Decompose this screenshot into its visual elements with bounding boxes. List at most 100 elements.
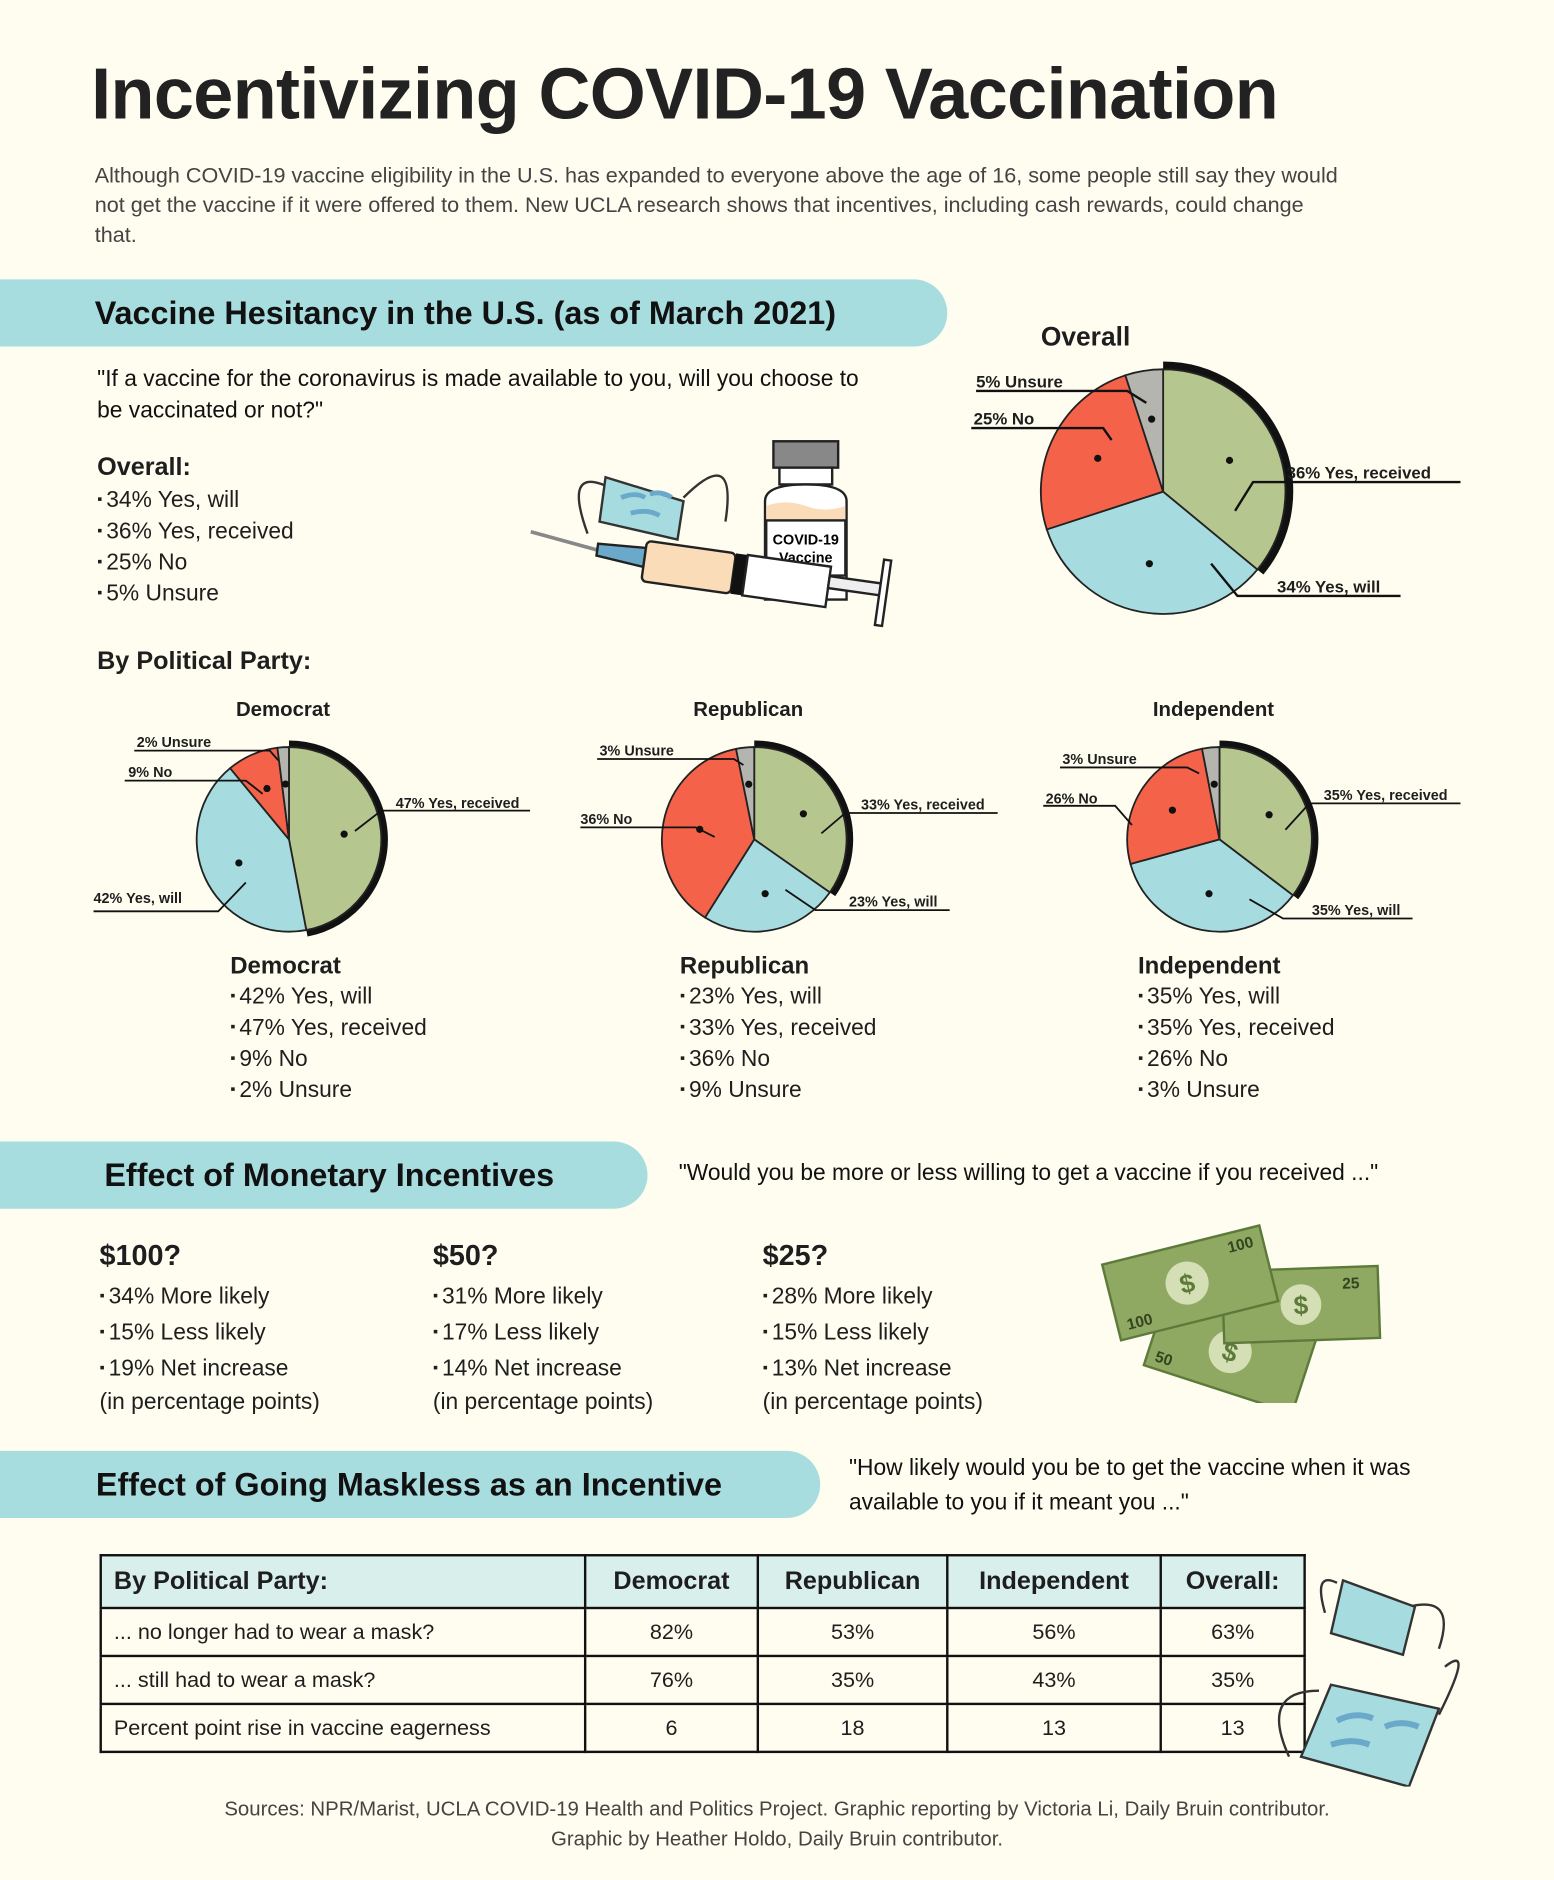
leader-dot xyxy=(1265,811,1273,819)
pie-shadow-arc xyxy=(1219,740,1319,900)
list-item: 36% No xyxy=(680,1043,877,1074)
list-item: 36% Yes, received xyxy=(97,516,293,547)
maskless-question: "How likely would you be to get the vacc… xyxy=(848,1455,1411,1516)
slice-yes-will xyxy=(703,838,832,933)
leader-dot xyxy=(1145,560,1153,568)
list-item: 15% Less likely xyxy=(763,1314,983,1350)
table-cell: ... still had to wear a mask? xyxy=(99,1654,587,1706)
pie-label: 9% No xyxy=(128,763,173,781)
credit-text: Graphic by Heather Holdo, Daily Bruin co… xyxy=(550,1827,1004,1851)
pie-shadow-arc xyxy=(1163,361,1294,575)
face-mask-icon xyxy=(577,474,729,542)
democrat-pie-chart xyxy=(195,740,388,937)
pie-title-overall: Overall xyxy=(1040,321,1131,352)
svg-text:50: 50 xyxy=(1153,1348,1175,1370)
table-header: Overall: xyxy=(1159,1554,1306,1610)
party-heading: By Political Party: xyxy=(97,647,312,676)
list-item: 2% Unsure xyxy=(230,1074,427,1105)
pie-label: 36% No xyxy=(580,810,633,828)
table-row: ... no longer had to wear a mask? 82% 53% 5… xyxy=(99,1606,1306,1658)
leader-dot xyxy=(799,810,807,818)
party-name: Republican xyxy=(679,953,810,980)
leader-dot xyxy=(1094,454,1102,462)
table-cell: 13 xyxy=(1159,1702,1306,1754)
svg-text:25: 25 xyxy=(1342,1275,1360,1293)
overall-list: 34% Yes, will 36% Yes, received 25% No 5… xyxy=(97,484,294,609)
list-item: 35% Yes, will xyxy=(1138,981,1335,1012)
list-item: 26% No xyxy=(1138,1043,1335,1074)
list-item: 5% Unsure xyxy=(97,578,294,609)
table-cell: 35% xyxy=(1159,1654,1306,1706)
pie-title-republican: Republican xyxy=(693,697,804,721)
svg-text:$: $ xyxy=(1293,1290,1309,1321)
page-title: Incentivizing COVID-19 Vaccination xyxy=(91,53,1279,135)
leader-dot xyxy=(745,780,753,788)
slice-yes-will xyxy=(1129,838,1295,933)
maskless-banner: Effect of Going Maskless as an Incentive xyxy=(0,1450,821,1519)
vaccine-illustration: COVID-19 Vaccine xyxy=(530,440,893,628)
sources-text: Sources: NPR/Marist, UCLA COVID-19 Healt… xyxy=(224,1797,1330,1821)
incentive-50: $50? 31% More likely17% Less likely14% N… xyxy=(433,1240,653,1420)
overall-leader-lines xyxy=(971,389,1461,598)
table-cell: 13 xyxy=(946,1702,1162,1754)
list-item: 3% Unsure xyxy=(1138,1074,1335,1105)
pie-shadow-arc xyxy=(288,740,388,937)
table-header: Democrat xyxy=(583,1554,760,1610)
svg-text:100: 100 xyxy=(1125,1311,1155,1334)
monetary-heading: Effect of Monetary Incentives xyxy=(104,1157,555,1194)
table-cell: ... no longer had to wear a mask? xyxy=(99,1606,587,1658)
party-list-democrat: Democrat 42% Yes, will47% Yes, received9… xyxy=(230,953,427,1105)
slice-yes-received xyxy=(288,746,383,932)
syringe-icon xyxy=(530,530,893,628)
incentive-amount: $100? xyxy=(99,1239,182,1273)
slice-yes-will xyxy=(195,766,308,933)
list-item: 34% More likely xyxy=(100,1278,320,1314)
table-header-row: By Political Party: Democrat Republican … xyxy=(99,1554,1306,1610)
list-item: 31% More likely xyxy=(433,1278,653,1314)
slice-unsure xyxy=(1124,368,1165,492)
incentive-note: (in percentage points) xyxy=(432,1389,654,1415)
party-list-republican: Republican 23% Yes, will33% Yes, receive… xyxy=(680,953,877,1105)
svg-text:COVID-19: COVID-19 xyxy=(773,532,839,548)
pie-label: 47% Yes, received xyxy=(395,795,520,812)
slice-yes-received xyxy=(1162,368,1287,571)
party-list-independent: Independent 35% Yes, will35% Yes, receiv… xyxy=(1138,953,1335,1105)
table-cell: 63% xyxy=(1159,1606,1306,1658)
list-item: 14% Net increase xyxy=(433,1350,653,1386)
svg-text:100: 100 xyxy=(1226,1234,1256,1257)
leader-dot xyxy=(1148,415,1156,423)
party-name: Democrat xyxy=(230,953,341,980)
table-cell: Percent point rise in vaccine eagerness xyxy=(99,1702,587,1754)
pie-label: 36% Yes, received xyxy=(1286,462,1432,483)
pie-label: 3% Unsure xyxy=(1062,750,1137,768)
independent-pie-chart xyxy=(1126,740,1319,933)
slice-unsure xyxy=(1200,746,1221,840)
list-item: 9% No xyxy=(230,1043,427,1074)
table-cell: 35% xyxy=(756,1654,949,1706)
pie-label: 35% Yes, will xyxy=(1311,901,1401,919)
table-row: Percent point rise in vaccine eagerness 6… xyxy=(99,1702,1306,1754)
list-item: 13% Net increase xyxy=(763,1350,983,1386)
list-item: 28% More likely xyxy=(763,1278,983,1314)
slice-yes-received xyxy=(753,746,848,894)
slice-yes-received xyxy=(1218,746,1313,897)
pie-label: 42% Yes, will xyxy=(93,889,183,907)
face-masks-icon xyxy=(1277,1578,1460,1787)
pie-label: 25% No xyxy=(973,408,1035,429)
pie-shadow-arc xyxy=(754,740,854,897)
list-item: 47% Yes, received xyxy=(230,1012,426,1043)
incentive-amount: $50? xyxy=(432,1239,499,1273)
incentive-25: $25? 28% More likely15% Less likely13% N… xyxy=(763,1240,983,1420)
slice-unsure xyxy=(734,746,756,840)
hesitancy-heading: Vaccine Hesitancy in the U.S. (as of Mar… xyxy=(94,294,837,331)
pie-label: 2% Unsure xyxy=(136,733,212,751)
pie-label: 5% Unsure xyxy=(976,371,1063,391)
list-item: 15% Less likely xyxy=(100,1314,320,1350)
pie-label: 34% Yes, will xyxy=(1277,576,1381,596)
incentive-amount: $25? xyxy=(762,1239,829,1273)
table-cell: 56% xyxy=(946,1606,1162,1658)
incentive-100: $100? 34% More likely15% Less likely19% … xyxy=(100,1240,320,1420)
slice-no xyxy=(1039,374,1165,531)
overall-pie-chart xyxy=(1039,361,1294,615)
